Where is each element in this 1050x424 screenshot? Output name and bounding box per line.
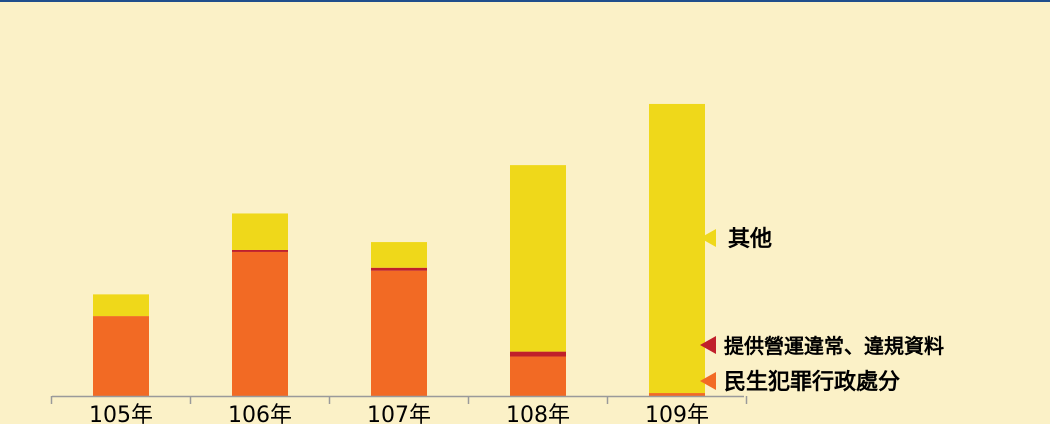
bar-segment: [510, 165, 566, 352]
legend-marker: [700, 372, 716, 390]
bar-segment: [649, 393, 705, 396]
bar-segment: [371, 242, 427, 268]
bar-segment: [649, 103, 705, 394]
x-tick-label: 107年: [367, 403, 431, 424]
bar-segment: [232, 251, 288, 396]
bar-segment: [510, 356, 566, 396]
legend-label: 其他: [728, 227, 772, 252]
bar-segment: [93, 294, 149, 317]
legend-label: 民生犯罪行政處分: [724, 369, 900, 395]
bar-segment: [93, 316, 149, 396]
legend-label: 提供營運違常、違規資料: [724, 334, 944, 358]
bar-segment: [232, 213, 288, 250]
bar-segment: [232, 249, 288, 252]
x-tick-label: 109年: [645, 403, 709, 424]
bar-segment: [371, 267, 427, 271]
x-tick-label: 105年: [89, 403, 153, 424]
x-tick-label: 108年: [506, 403, 570, 424]
legend-marker: [700, 229, 716, 247]
bar-segment: [371, 270, 427, 396]
bar-segment: [510, 351, 566, 357]
legend-marker: [700, 336, 716, 354]
x-tick-label: 106年: [228, 403, 292, 424]
